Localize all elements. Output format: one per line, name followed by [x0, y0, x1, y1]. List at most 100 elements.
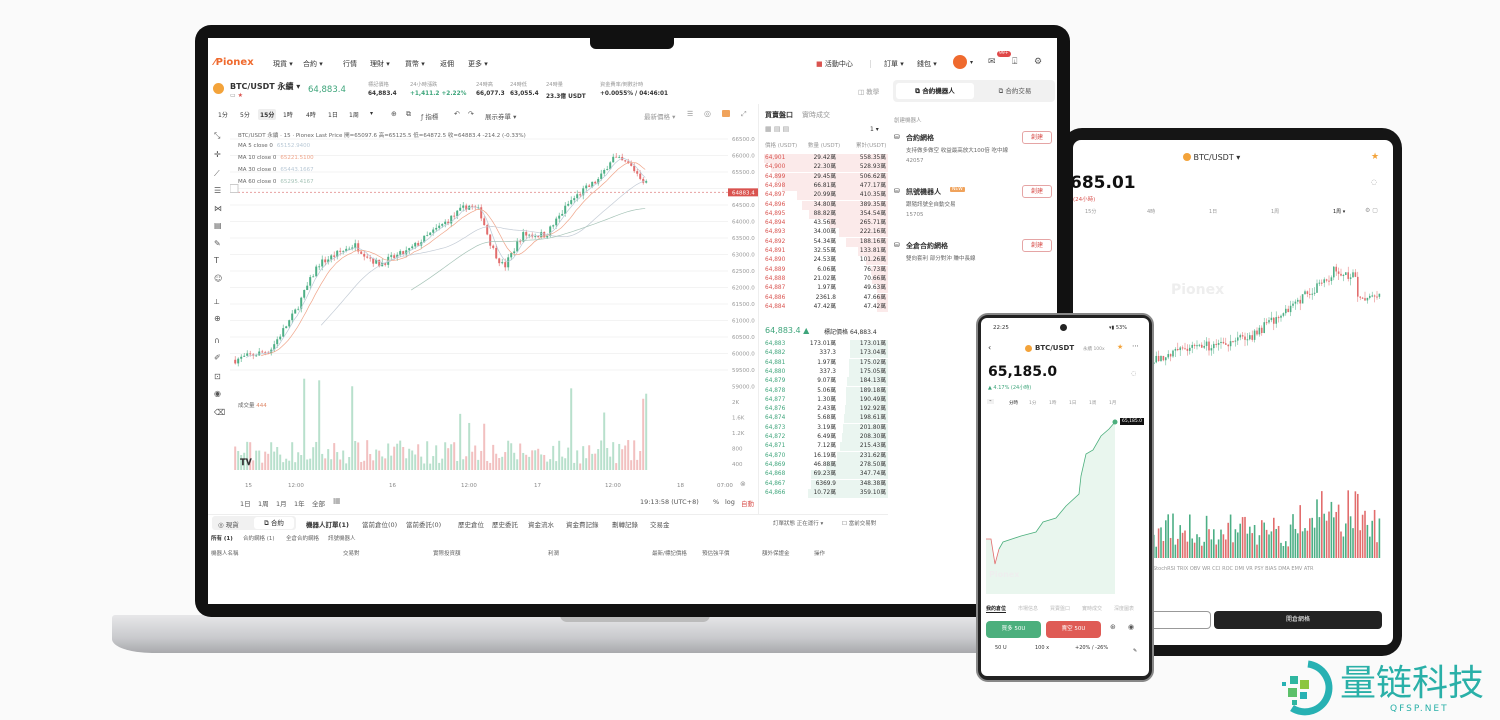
current-pair-checkbox[interactable]: ☐ 當前交易對	[842, 521, 877, 527]
tablet-interval-tab[interactable]: 1周	[1271, 209, 1280, 215]
interval-tab[interactable]: 5分	[240, 112, 250, 119]
fullscreen-icon[interactable]: ⤢	[741, 110, 747, 118]
auto-toggle[interactable]: 自動	[741, 500, 754, 508]
goto-realtime-icon[interactable]: ⊗	[740, 480, 746, 488]
phone-order-param[interactable]: 50 U	[995, 645, 1007, 651]
nav-item[interactable]: 返佣	[440, 60, 454, 68]
bid-row[interactable]: 64,882 337.3 173.04萬	[764, 349, 888, 359]
bottom-tab[interactable]: 歷史委託	[492, 521, 518, 529]
tutorial-link[interactable]: ◫ 教學	[858, 88, 880, 96]
order-status-dropdown[interactable]: 訂單狀態 正在運行 ▾	[773, 521, 824, 527]
ask-row[interactable]: 64,892 54.34萬 188.16萬	[764, 237, 888, 247]
ruler-icon[interactable]: ⟂	[214, 297, 220, 306]
price-chart[interactable]: 66500.0 66000.0 65500.0 64500.0 64000.0 63500…	[230, 126, 760, 506]
bid-row[interactable]: 64,868 69.23萬 347.74萬	[764, 470, 888, 480]
ask-row[interactable]: 64,897 20.99萬 410.35萬	[764, 191, 888, 201]
bottom-tab[interactable]: 交易金	[650, 521, 670, 529]
symbol-selector[interactable]: BTC/USDT 永續 ▾	[230, 82, 301, 91]
redo-icon[interactable]: ↷	[468, 110, 474, 118]
bid-row[interactable]: 64,880 337.3 175.05萬	[764, 367, 888, 377]
bid-row[interactable]: 64,869 46.88萬 278.50萬	[764, 460, 888, 470]
tablet-symbol[interactable]: BTC/USDT ▾	[1183, 153, 1240, 162]
calendar-icon[interactable]: ▦	[333, 496, 341, 505]
bid-row[interactable]: 64,881 1.97萬 175.02萬	[764, 358, 888, 368]
trash-icon[interactable]: ⌫	[214, 408, 226, 417]
filter-tab[interactable]: 訊號機器人	[328, 536, 356, 542]
bid-row[interactable]: 64,867 6369.9 348.38萬	[764, 479, 888, 489]
bottom-tab[interactable]: 當前委託(0)	[406, 521, 442, 529]
tab-futures-trade[interactable]: ⧉ 合約交易	[998, 87, 1032, 95]
ask-row[interactable]: 64,889 6.06萬 76.73萬	[764, 265, 888, 275]
phone-symbol[interactable]: BTC/USDT	[1035, 344, 1075, 352]
settings-icon[interactable]: ◎	[704, 109, 711, 118]
brush-icon[interactable]: ✎	[214, 239, 221, 248]
range-button[interactable]: 1周	[258, 500, 269, 508]
nav-item[interactable]: 更多 ▾	[468, 60, 488, 68]
nav-item[interactable]: 行情	[343, 60, 357, 68]
bid-row[interactable]: 64,870 16.19萬 231.62萬	[764, 451, 888, 461]
phone-order-param[interactable]: +20% / -26%	[1075, 645, 1109, 651]
zoom-in-icon[interactable]: ⊕	[214, 314, 221, 323]
download-icon[interactable]: ⍗	[1012, 57, 1018, 67]
ask-row[interactable]: 64,895 88.82萬 354.54萬	[764, 209, 888, 219]
trend-line-icon[interactable]: ⟋	[214, 169, 220, 178]
orders-menu[interactable]: 訂單 ▾	[884, 60, 904, 68]
horizontal-lines-icon[interactable]: ☰	[214, 186, 222, 195]
pattern-icon[interactable]: ⋈	[214, 204, 222, 213]
filter-tab[interactable]: 合約網格 (1)	[243, 536, 275, 542]
phone-bottom-tab[interactable]: 我的倉位	[986, 606, 1007, 613]
percent-toggle[interactable]: %	[713, 498, 720, 506]
tablet-interval-tab[interactable]: 15分	[1085, 209, 1097, 215]
interval-tab[interactable]: 1日	[328, 112, 338, 119]
pionex-logo[interactable]: ⁄Pionex	[214, 57, 254, 68]
compare-icon[interactable]: ⧉	[406, 110, 411, 118]
lock-drawing-icon[interactable]: ✐	[214, 353, 221, 362]
bid-row[interactable]: 64,876 2.43萬 192.92萬	[764, 405, 888, 415]
list-icon[interactable]: ☰	[687, 110, 694, 118]
ask-row[interactable]: 64,890 24.53萬 101.26萬	[764, 256, 888, 266]
nav-item[interactable]: 合約 ▾	[303, 60, 323, 68]
alert-icon[interactable]: ◌	[1131, 370, 1137, 377]
range-button[interactable]: 全部	[312, 500, 325, 508]
bid-row[interactable]: 64,874 5.68萬 198.61萬	[764, 414, 888, 424]
bottom-tab[interactable]: 機器人訂單(1)	[306, 521, 349, 529]
settings-icon[interactable]: ⊛	[1110, 623, 1116, 631]
eye-icon[interactable]: ◉	[214, 389, 221, 398]
bid-row[interactable]: 64,872 6.49萬 208.30萬	[764, 433, 888, 442]
nav-item[interactable]: 理財 ▾	[370, 60, 390, 68]
view-icon[interactable]: ◉	[1128, 623, 1135, 631]
phone-interval-tab[interactable]: 1周	[1089, 401, 1097, 406]
phone-bottom-tab[interactable]: 實時成交	[1082, 606, 1103, 612]
tab-recent-trades[interactable]: 實時成交	[802, 111, 830, 119]
magnet-icon[interactable]: ∩	[214, 336, 220, 345]
bottom-tab[interactable]: 劃轉記錄	[612, 521, 638, 529]
phone-bottom-tab[interactable]: 買賣盤口	[1050, 606, 1071, 612]
layout-icon[interactable]	[722, 110, 730, 117]
phone-bottom-tab[interactable]: 市場信息	[1018, 606, 1039, 612]
bottom-tab[interactable]: 資金流水	[528, 521, 554, 529]
star-icon[interactable]: ★	[1117, 343, 1124, 351]
edit-icon[interactable]: ✎	[1133, 648, 1138, 654]
ask-row[interactable]: 64,901 29.42萬 558.35萬	[764, 154, 888, 163]
nav-item[interactable]: 現貨 ▾	[273, 60, 293, 68]
orderbook-view-icons[interactable]: ▦ ▤ ▤	[765, 125, 790, 133]
bid-row[interactable]: 64,879 9.07萬 184.13萬	[764, 377, 888, 387]
avatar-chevron-icon[interactable]: ▾	[970, 59, 974, 66]
create-bot-button[interactable]: 創建	[1022, 185, 1052, 198]
filter-tab[interactable]: 所有 (1)	[211, 536, 233, 542]
interval-tab[interactable]: 1周	[349, 112, 359, 119]
toggle-spot[interactable]: ◎ 現貨	[218, 521, 239, 529]
interval-tab[interactable]: ▾	[370, 110, 374, 117]
settings-gear-icon[interactable]: ⚙	[1034, 57, 1043, 67]
log-toggle[interactable]: log	[725, 498, 735, 506]
more-icon[interactable]: ⋯	[1132, 342, 1139, 350]
bid-row[interactable]: 64,883 173.01萬 173.01萬	[764, 340, 888, 349]
ask-row[interactable]: 64,893 34.00萬 222.16萬	[764, 228, 888, 238]
interval-tab[interactable]: 4時	[306, 112, 316, 119]
emoji-icon[interactable]: ☺	[214, 274, 223, 283]
crosshair-icon[interactable]: ✛	[214, 150, 221, 159]
star-icon[interactable]: ★	[1371, 152, 1380, 162]
bottom-tab[interactable]: 歷史倉位	[458, 521, 484, 529]
range-button[interactable]: 1日	[240, 500, 251, 508]
bid-row[interactable]: 64,873 3.19萬 201.80萬	[764, 423, 888, 433]
